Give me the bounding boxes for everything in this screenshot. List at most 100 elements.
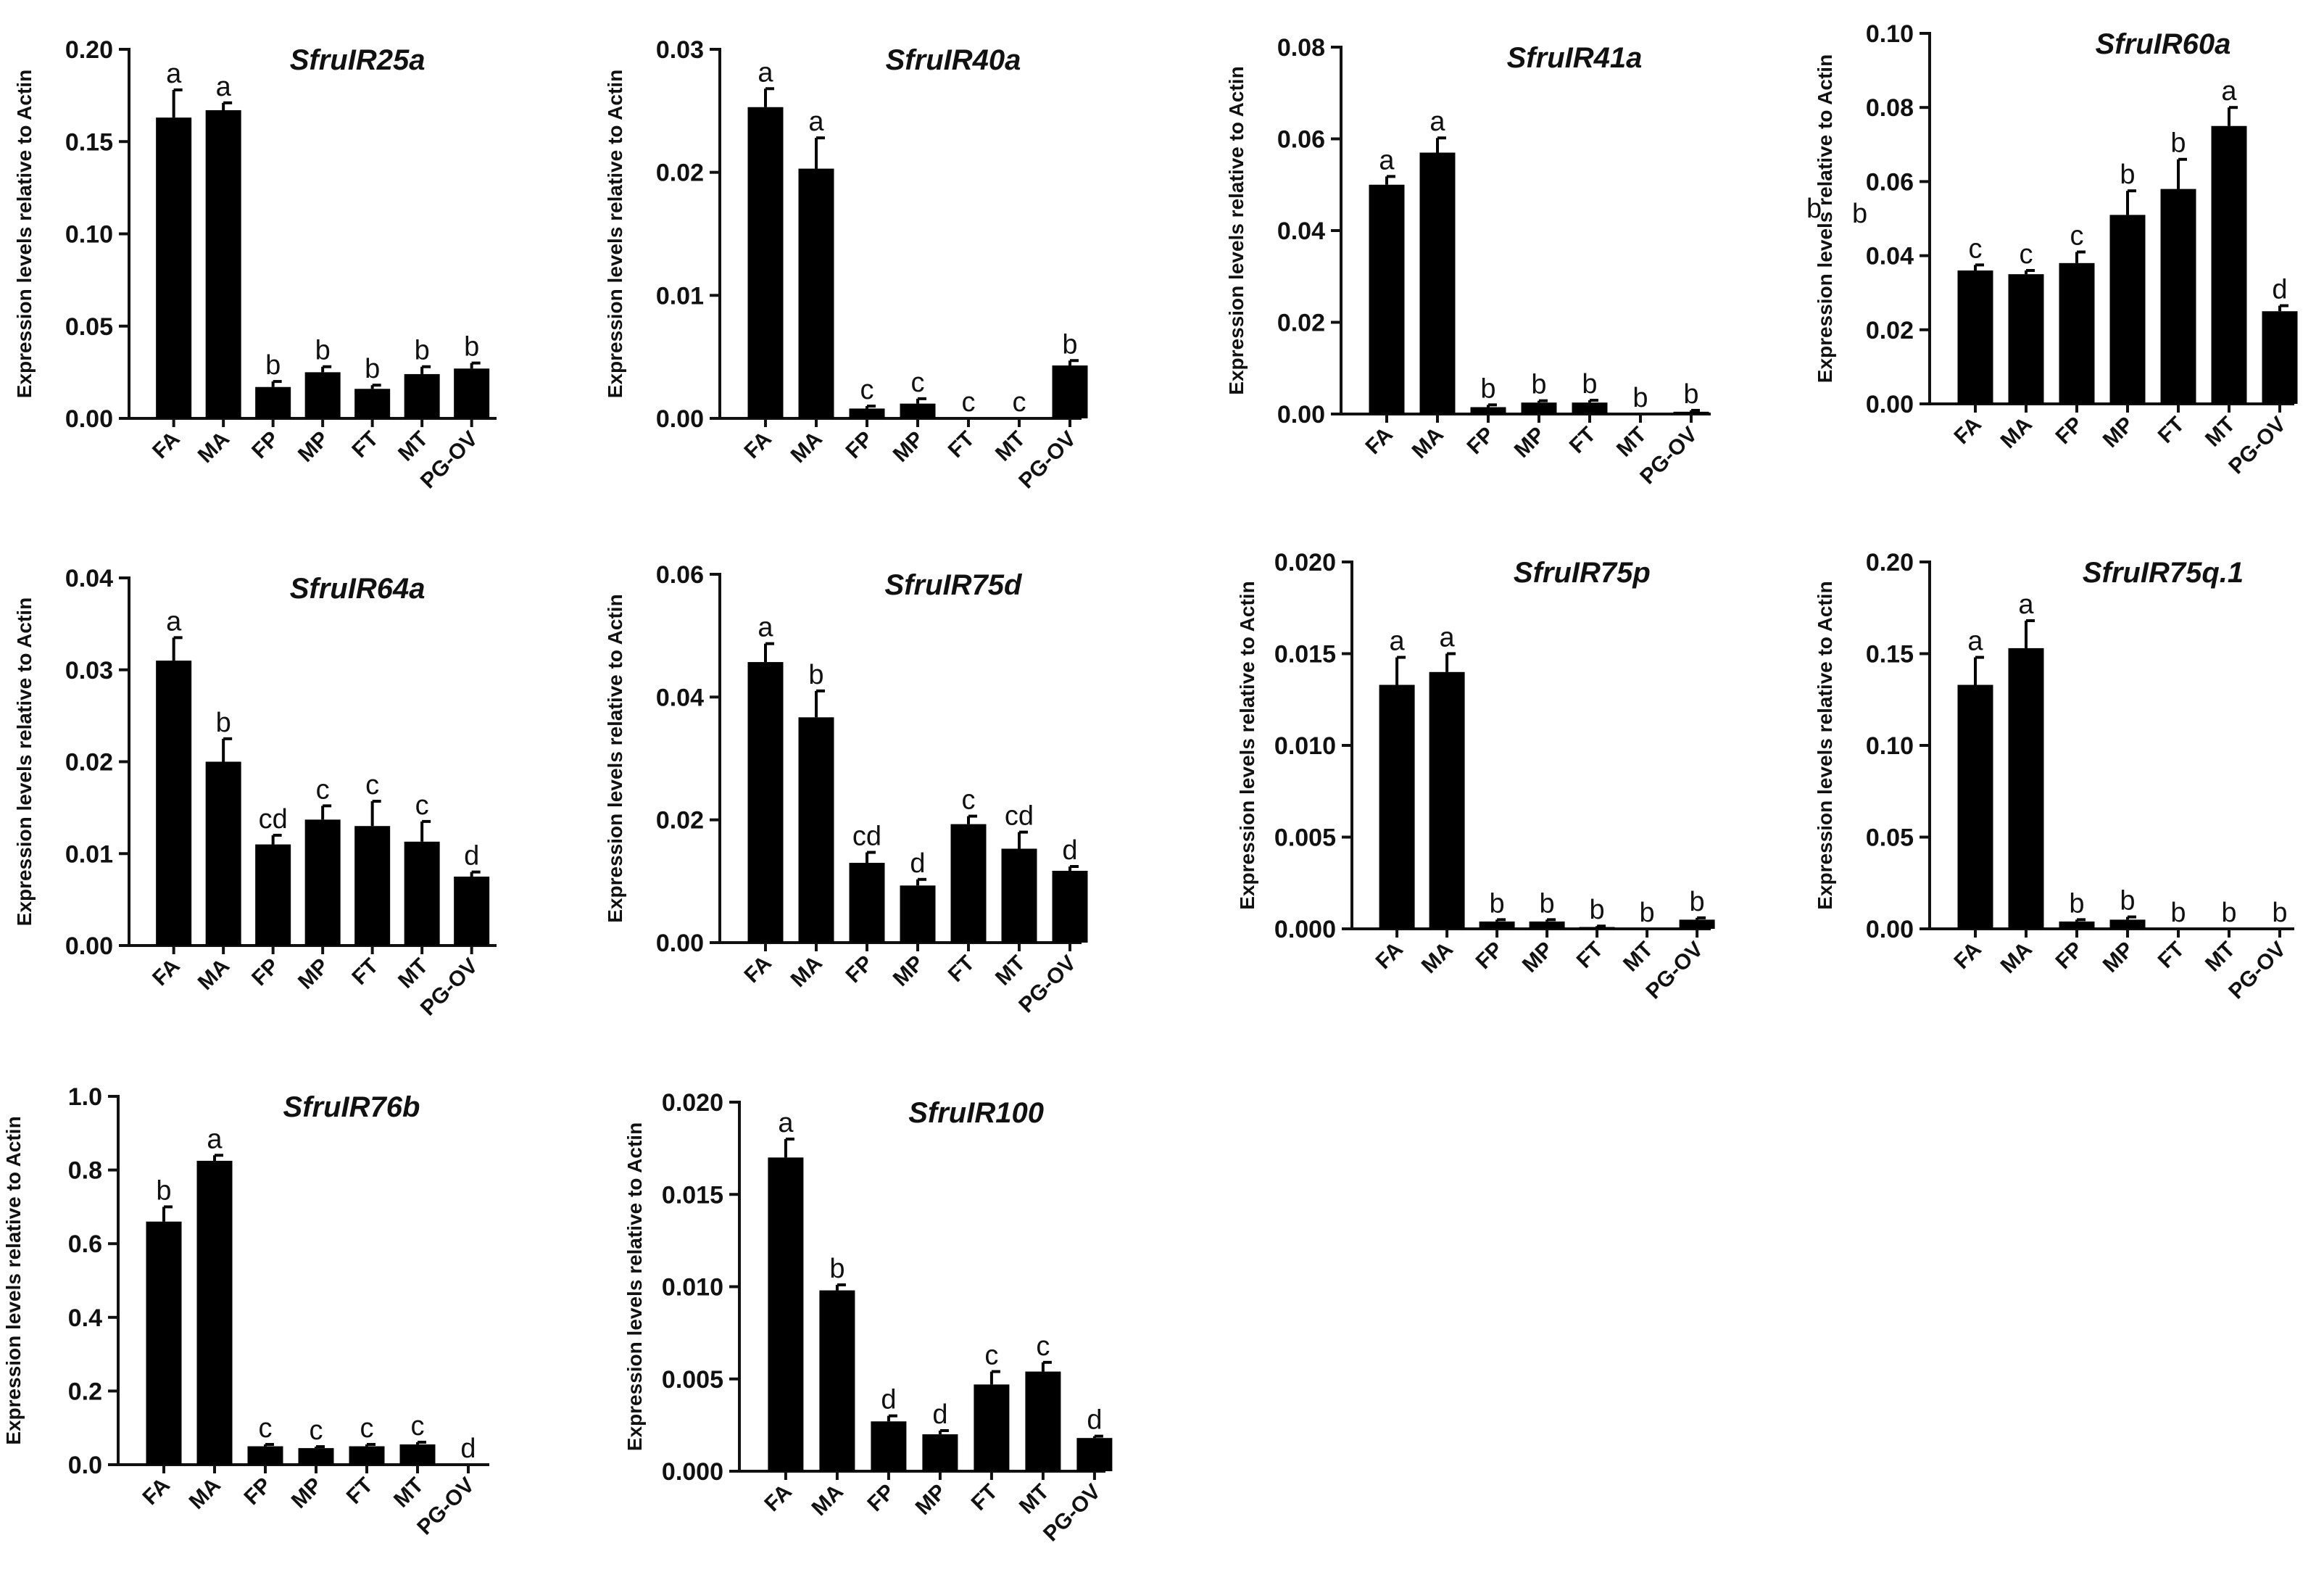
bar[interactable] [205,109,241,419]
bar[interactable] [1025,1371,1061,1471]
bar[interactable] [2059,262,2095,404]
bar[interactable] [1679,919,1715,929]
bar[interactable] [1052,870,1088,943]
y-tick-label: 0.04 [65,565,113,592]
bar[interactable] [454,368,490,418]
bar[interactable] [950,824,987,943]
chart-panel: 0.00 0.01 0.02 0.03 0.04 Expression levels re… [13,565,497,1020]
significance-label: c [316,774,330,805]
bar[interactable] [1001,848,1037,943]
bar[interactable] [747,662,784,943]
bar[interactable] [2109,919,2146,929]
chart-panel: 0.00 0.02 0.04 0.06 0.08 Expression levels re… [1225,34,1711,489]
bar[interactable] [768,1157,804,1471]
bar[interactable] [798,168,834,418]
significance-label: d [1062,835,1077,866]
bar[interactable] [871,1421,907,1471]
bar[interactable] [454,876,490,946]
bar[interactable] [156,117,192,419]
significance-label: b [1632,383,1648,413]
bar[interactable] [1379,684,1415,929]
significance-label: a [207,1124,223,1154]
bar[interactable] [819,1290,855,1471]
significance-label: b [1480,373,1495,404]
y-tick-label: 0.04 [656,684,704,711]
significance-label: b [1640,898,1655,928]
bar[interactable] [2008,274,2044,404]
chart-panel: 0.00 0.01 0.02 0.03 Expression levels relati… [604,36,1088,493]
significance-label: a [2018,590,2034,620]
bar[interactable] [747,107,784,418]
bar[interactable] [1429,671,1465,929]
bar[interactable] [922,1434,958,1471]
bar[interactable] [1579,927,1615,929]
chart-panel: 0.000 0.005 0.010 0.015 0.020 Expression leve… [1236,549,1715,1004]
bar[interactable] [2008,648,2044,929]
chart-title: SfruIR25a [290,44,426,76]
bar[interactable] [354,826,391,946]
significance-label: b [415,336,430,366]
bar[interactable] [2262,311,2298,404]
bar[interactable] [1957,270,1993,404]
bar[interactable] [399,1444,436,1465]
significance-label: d [2272,275,2287,305]
bar[interactable] [849,408,885,418]
bar[interactable] [1673,411,1709,414]
bar[interactable] [349,1446,385,1465]
x-tick-label: PG-OV [1014,427,1081,494]
bar[interactable] [1529,921,1565,929]
bar[interactable] [1479,921,1515,929]
bar[interactable] [404,841,440,946]
bar[interactable] [404,373,440,418]
bar[interactable] [247,1446,283,1465]
significance-label: cd [1005,801,1034,832]
x-tick-label: PG-OV [1635,423,1702,489]
bar[interactable] [2160,189,2196,404]
bar[interactable] [2211,125,2247,404]
significance-label: c [259,1413,273,1444]
bar[interactable] [146,1221,182,1465]
x-tick-label: PG-OV [2224,938,2291,1004]
bar[interactable] [849,862,885,943]
bar[interactable] [798,717,834,943]
bar[interactable] [298,1448,334,1465]
x-tick-label: FA [138,1473,175,1510]
significance-label: c [310,1415,323,1446]
bar[interactable] [1369,184,1405,414]
y-tick-label: 0.01 [65,840,113,868]
x-tick-label: MT [991,951,1030,990]
significance-label: b [808,660,823,690]
bar[interactable] [1076,1438,1113,1471]
bar[interactable] [1419,152,1456,414]
bar[interactable] [2059,921,2095,929]
significance-label: a [1440,623,1456,653]
bar[interactable] [196,1160,233,1465]
bar[interactable] [900,885,936,943]
bar[interactable] [304,372,341,418]
x-tick-label: FA [760,1480,796,1516]
y-tick-label: 0.000 [662,1458,723,1486]
bar[interactable] [205,761,241,946]
significance-label: c [1969,233,1983,264]
bar[interactable] [1572,402,1608,414]
bar[interactable] [1957,684,1993,929]
bar[interactable] [255,386,291,418]
bar[interactable] [1052,365,1088,418]
bar[interactable] [304,819,341,946]
x-tick-label: PG-OV [1641,938,1708,1004]
x-tick-label: MA [1417,938,1458,978]
bar[interactable] [900,403,936,418]
y-tick-label: 0.02 [1277,310,1325,337]
y-tick-label: 0.00 [656,930,704,957]
bar[interactable] [1521,402,1557,414]
x-tick-label: FA [1950,413,1986,449]
bar[interactable] [1470,407,1506,414]
bar[interactable] [974,1384,1010,1471]
y-tick-label: 0.20 [1866,549,1914,576]
x-tick-label: FT [1572,938,1608,973]
bar[interactable] [354,389,391,418]
bar[interactable] [255,844,291,946]
bar[interactable] [2109,215,2146,404]
x-tick-label: MT [2201,938,2240,977]
bar[interactable] [156,661,192,946]
